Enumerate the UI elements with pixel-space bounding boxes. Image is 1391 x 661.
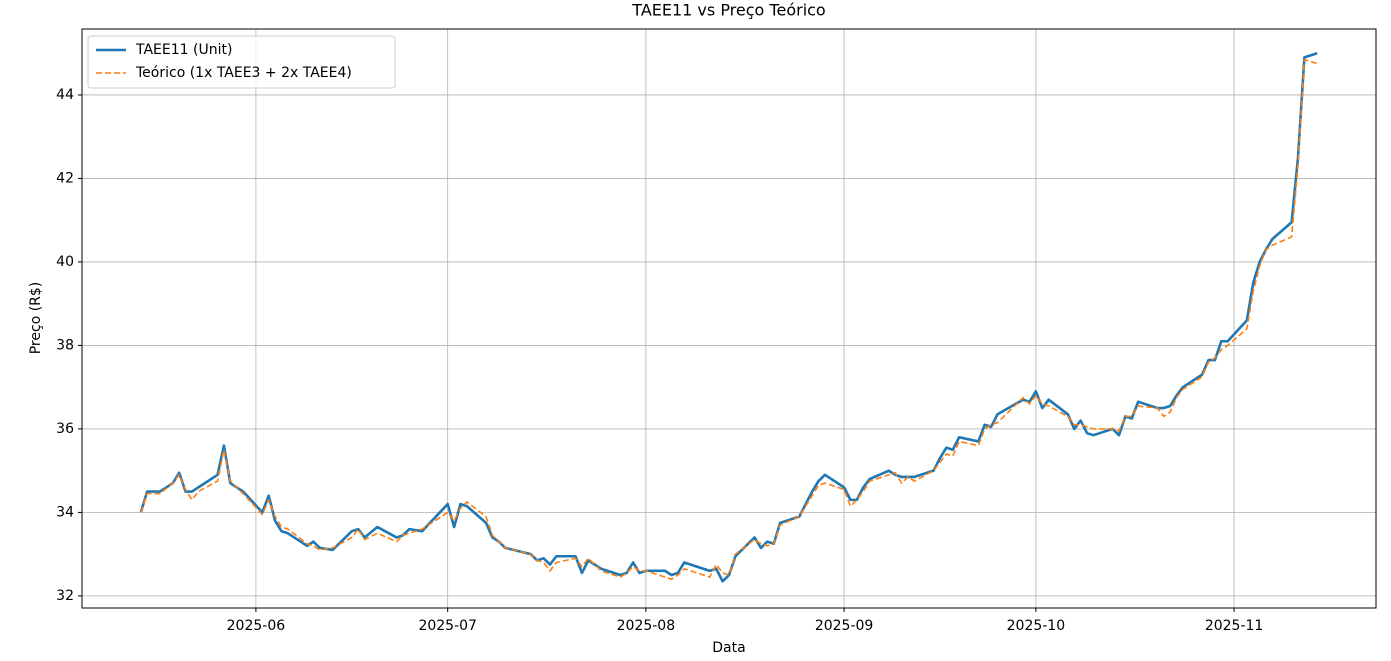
x-axis-label: Data bbox=[712, 640, 745, 656]
y-tick-label: 32 bbox=[56, 588, 74, 604]
plot-frame bbox=[81, 28, 1377, 609]
legend-label: Teórico (1x TAEE3 + 2x TAEE4) bbox=[135, 65, 352, 81]
x-tick-label: 2025-07 bbox=[418, 618, 477, 634]
x-tick-label: 2025-09 bbox=[815, 618, 874, 634]
x-tick-label: 2025-08 bbox=[617, 618, 676, 634]
y-tick-label: 36 bbox=[56, 421, 74, 437]
y-axis-label: Preço (R$) bbox=[28, 282, 44, 355]
y-tick-label: 38 bbox=[56, 337, 74, 353]
y-tick-label: 34 bbox=[56, 504, 74, 520]
chart-title: TAEE11 vs Preço Teórico bbox=[631, 1, 825, 20]
x-tick-label: 2025-06 bbox=[227, 618, 286, 634]
y-tick-label: 40 bbox=[56, 254, 74, 270]
series-line bbox=[140, 58, 1318, 580]
x-tick-label: 2025-11 bbox=[1205, 618, 1264, 634]
legend-box bbox=[87, 35, 396, 89]
y-tick-label: 42 bbox=[56, 170, 74, 186]
legend-label: TAEE11 (Unit) bbox=[135, 42, 232, 58]
y-tick-label: 44 bbox=[56, 87, 74, 103]
x-tick-label: 2025-10 bbox=[1007, 618, 1066, 634]
